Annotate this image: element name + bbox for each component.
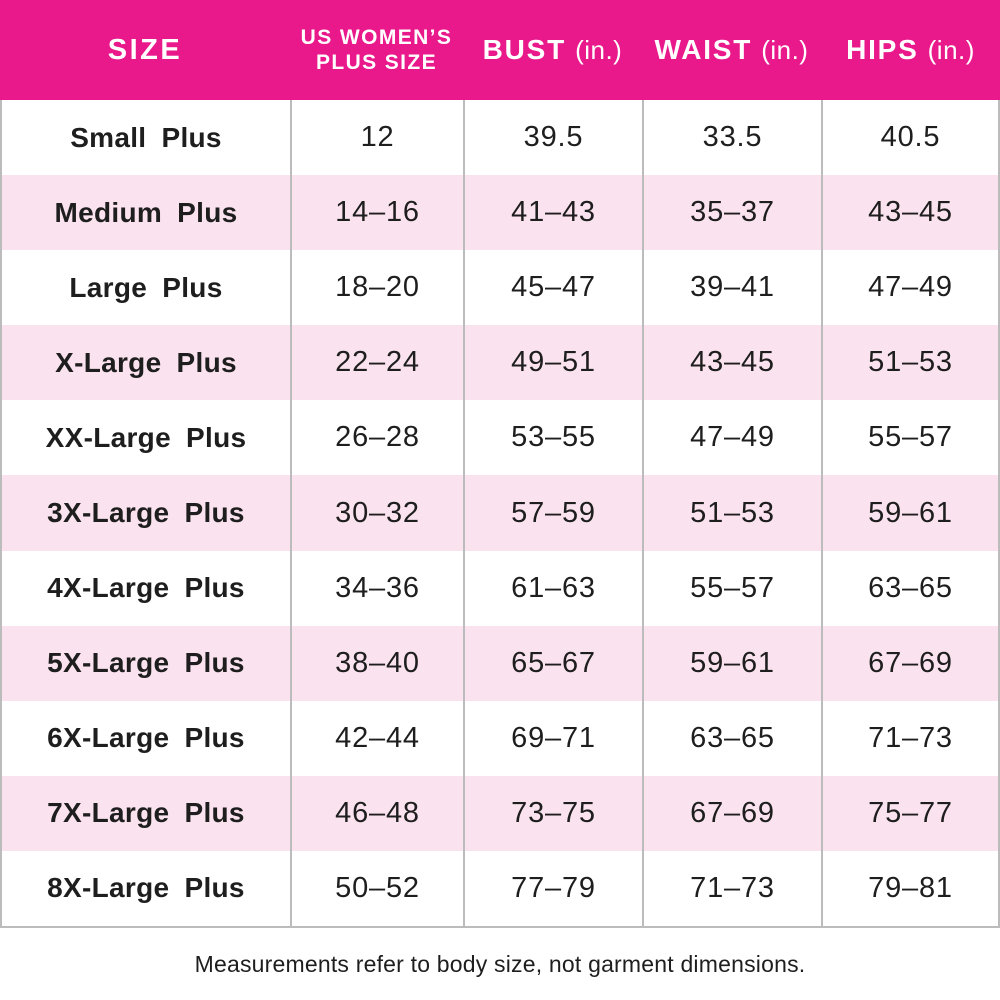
size-label-cell: 7X-Large Plus	[47, 797, 245, 829]
footnote: Measurements refer to body size, not gar…	[194, 950, 806, 977]
measurement-cell: 47–49	[821, 250, 998, 326]
size-label-cell: XX-Large Plus	[45, 421, 247, 453]
measurement-cell: 67–69	[642, 775, 821, 851]
measurement-cell: 61–63	[463, 550, 642, 626]
header-hips: HIPS (in.)	[821, 0, 1000, 100]
measurement-cell: 39.5	[463, 100, 642, 176]
measurement-cell: 45–47	[463, 250, 642, 326]
measurement-cell: 71–73	[642, 850, 821, 927]
measurement-cell: 39–41	[642, 250, 821, 326]
size-label-cell: 8X-Large Plus	[47, 872, 245, 904]
table-row: X-Large Plus 22–24 49–51 43–45 51–53	[2, 325, 998, 401]
measurement-cell: 57–59	[463, 475, 642, 551]
measurement-cell: 43–45	[642, 325, 821, 401]
measurement-cell: 77–79	[463, 850, 642, 927]
header-size-label: SIZE	[107, 33, 183, 66]
table-row: XX-Large Plus 26–28 53–55 47–49 55–57	[2, 400, 998, 476]
measurement-cell: 30–32	[290, 475, 463, 551]
table-row: Small Plus 12 39.5 33.5 40.5	[2, 100, 998, 176]
header-waist-unit: (in.)	[761, 34, 809, 65]
measurement-cell: 35–37	[642, 175, 821, 251]
table-body: Small Plus 12 39.5 33.5 40.5 Medium Plus 14–16…	[0, 100, 1000, 928]
size-label-cell: 3X-Large Plus	[47, 497, 245, 529]
header-us-plus-size-line1: US WOMEN’S	[300, 26, 453, 49]
measurement-cell: 18–20	[290, 250, 463, 326]
table-row: Medium Plus 14–16 41–43 35–37 43–45	[2, 175, 998, 251]
table-row: 8X-Large Plus 50–52 77–79 71–73 79–81	[2, 850, 998, 927]
header-bust-unit: (in.)	[575, 34, 623, 65]
measurement-cell: 14–16	[290, 175, 463, 251]
measurement-cell: 41–43	[463, 175, 642, 251]
measurement-cell: 42–44	[290, 700, 463, 776]
measurement-cell: 55–57	[821, 400, 998, 476]
size-label-cell: X-Large Plus	[55, 346, 237, 378]
measurement-cell: 59–61	[642, 625, 821, 701]
table-row: 6X-Large Plus 42–44 69–71 63–65 71–73	[2, 700, 998, 776]
measurement-cell: 63–65	[821, 550, 998, 626]
size-label-cell: Small Plus	[70, 121, 222, 153]
measurement-cell: 50–52	[290, 850, 463, 927]
measurement-cell: 12	[290, 100, 463, 176]
measurement-cell: 63–65	[642, 700, 821, 776]
header-us-plus-size: US WOMEN’S PLUS SIZE	[290, 0, 463, 100]
measurement-cell: 34–36	[290, 550, 463, 626]
measurement-cell: 75–77	[821, 775, 998, 851]
table-row: 3X-Large Plus 30–32 57–59 51–53 59–61	[2, 475, 998, 551]
header-waist-label: WAIST	[654, 34, 753, 65]
measurement-cell: 51–53	[821, 325, 998, 401]
header-us-plus-size-line2: PLUS SIZE	[315, 51, 438, 74]
measurement-cell: 46–48	[290, 775, 463, 851]
size-label-cell: 4X-Large Plus	[47, 572, 245, 604]
measurement-cell: 40.5	[821, 100, 998, 176]
measurement-cell: 73–75	[463, 775, 642, 851]
table-row: 5X-Large Plus 38–40 65–67 59–61 67–69	[2, 625, 998, 701]
measurement-cell: 67–69	[821, 625, 998, 701]
size-label-cell: 5X-Large Plus	[47, 647, 245, 679]
header-hips-unit: (in.)	[927, 34, 975, 65]
measurement-cell: 43–45	[821, 175, 998, 251]
measurement-cell: 55–57	[642, 550, 821, 626]
measurement-cell: 71–73	[821, 700, 998, 776]
header-waist: WAIST (in.)	[642, 0, 821, 100]
table-row: 7X-Large Plus 46–48 73–75 67–69 75–77	[2, 775, 998, 851]
measurement-cell: 51–53	[642, 475, 821, 551]
header-bust: BUST (in.)	[463, 0, 642, 100]
measurement-cell: 22–24	[290, 325, 463, 401]
measurement-cell: 69–71	[463, 700, 642, 776]
measurement-cell: 53–55	[463, 400, 642, 476]
table-row: 4X-Large Plus 34–36 61–63 55–57 63–65	[2, 550, 998, 626]
table-row: Large Plus 18–20 45–47 39–41 47–49	[2, 250, 998, 326]
measurement-cell: 59–61	[821, 475, 998, 551]
measurement-cell: 38–40	[290, 625, 463, 701]
measurement-cell: 65–67	[463, 625, 642, 701]
size-label-cell: Large Plus	[69, 271, 223, 303]
header-size: SIZE	[0, 0, 290, 100]
measurement-cell: 47–49	[642, 400, 821, 476]
header-hips-label: HIPS	[846, 34, 919, 65]
size-label-cell: 6X-Large Plus	[47, 722, 245, 754]
measurement-cell: 26–28	[290, 400, 463, 476]
size-label-cell: Medium Plus	[54, 196, 238, 228]
measurement-cell: 33.5	[642, 100, 821, 176]
table-header: SIZE US WOMEN’S PLUS SIZE BUST (in.) WAI…	[0, 0, 1000, 100]
measurement-cell: 79–81	[821, 850, 998, 927]
header-bust-label: BUST	[482, 34, 567, 65]
measurement-cell: 49–51	[463, 325, 642, 401]
